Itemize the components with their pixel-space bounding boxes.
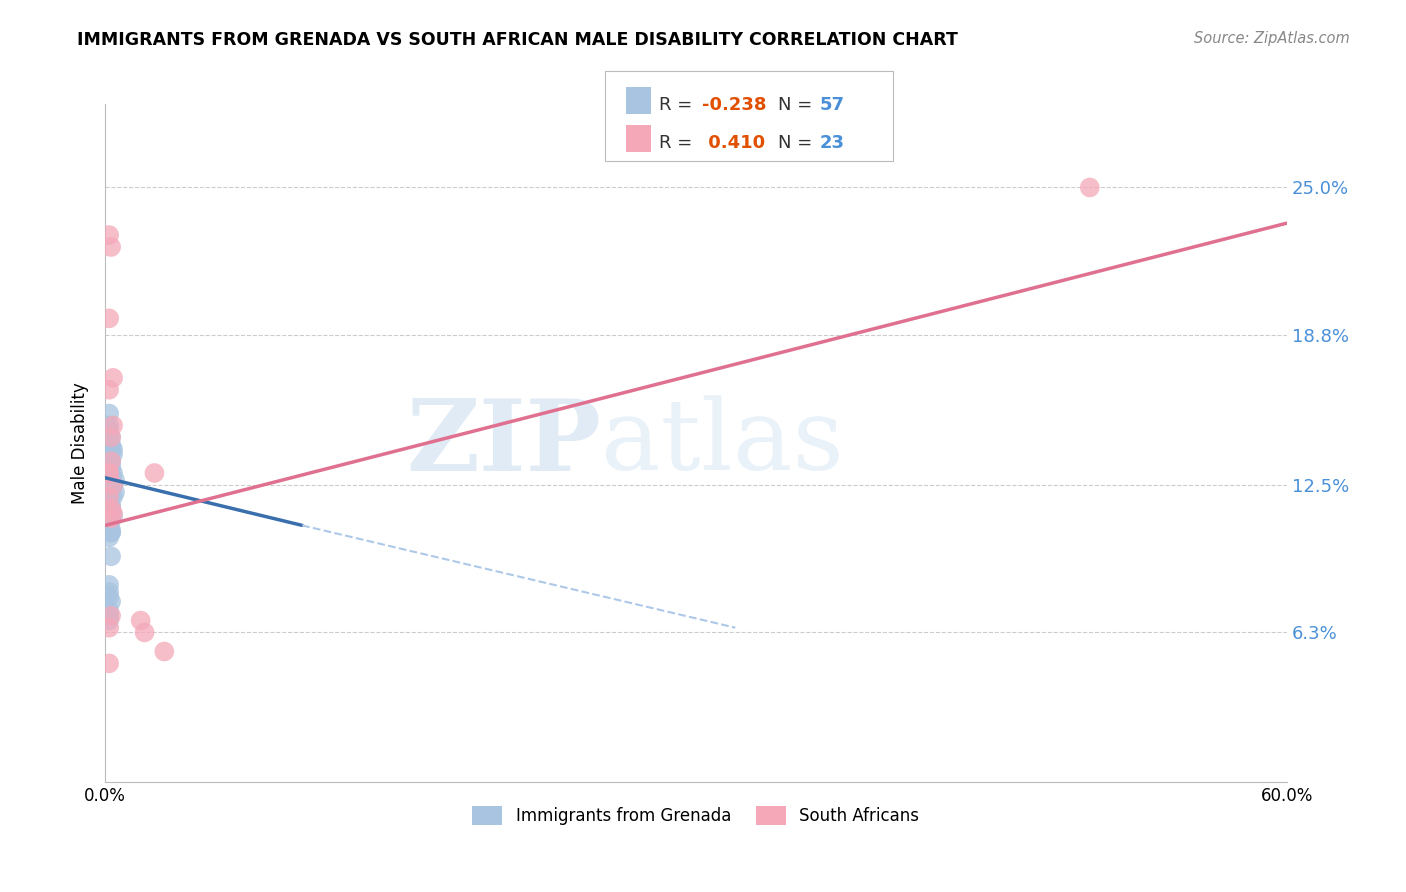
Point — [98, 504, 121, 518]
Point — [100, 240, 122, 254]
Point — [101, 447, 124, 461]
Point — [98, 490, 121, 504]
Point — [101, 478, 124, 492]
Y-axis label: Male Disability: Male Disability — [72, 383, 89, 504]
Point — [98, 621, 121, 635]
Point — [98, 485, 121, 500]
Point — [100, 525, 122, 540]
Point — [100, 594, 122, 608]
Text: -0.238: -0.238 — [702, 96, 766, 114]
Point — [98, 508, 121, 523]
Point — [143, 466, 166, 480]
Point — [98, 614, 121, 628]
Text: Source: ZipAtlas.com: Source: ZipAtlas.com — [1194, 31, 1350, 46]
Point — [98, 514, 121, 528]
Point — [100, 500, 122, 514]
Point — [98, 430, 121, 444]
Point — [98, 518, 121, 533]
Point — [100, 437, 122, 451]
Point — [100, 523, 122, 537]
Point — [98, 608, 121, 623]
Point — [98, 228, 121, 243]
Legend: Immigrants from Grenada, South Africans: Immigrants from Grenada, South Africans — [465, 799, 927, 831]
Point — [100, 430, 122, 444]
Point — [98, 485, 121, 500]
Point — [101, 442, 124, 457]
Point — [98, 518, 121, 533]
Point — [101, 508, 124, 523]
Point — [98, 604, 121, 618]
Point — [101, 466, 124, 480]
Point — [98, 590, 121, 604]
Point — [134, 625, 156, 640]
Point — [100, 430, 122, 444]
Point — [101, 490, 124, 504]
Point — [98, 457, 121, 471]
Text: R =: R = — [659, 134, 699, 152]
Point — [98, 494, 121, 508]
Point — [101, 507, 124, 521]
Point — [98, 480, 121, 494]
Point — [98, 423, 121, 437]
Point — [100, 501, 122, 516]
Point — [98, 471, 121, 485]
Text: N =: N = — [778, 96, 817, 114]
Point — [104, 473, 127, 487]
Point — [101, 371, 124, 385]
Point — [104, 485, 127, 500]
Point — [153, 644, 176, 658]
Point — [100, 525, 122, 540]
Point — [100, 511, 122, 525]
Point — [101, 478, 124, 492]
Text: atlas: atlas — [602, 395, 844, 491]
Point — [98, 475, 121, 490]
Point — [98, 530, 121, 544]
Point — [100, 549, 122, 564]
Point — [129, 614, 152, 628]
Point — [98, 657, 121, 671]
Point — [98, 418, 121, 433]
Point — [101, 418, 124, 433]
Point — [98, 508, 121, 523]
Point — [98, 466, 121, 480]
Point — [98, 490, 121, 504]
Point — [98, 383, 121, 397]
Point — [100, 514, 122, 528]
Point — [98, 504, 121, 518]
Point — [101, 478, 124, 492]
Point — [100, 608, 122, 623]
Text: N =: N = — [778, 134, 817, 152]
Text: ZIP: ZIP — [406, 395, 602, 491]
Point — [98, 494, 121, 508]
Point — [98, 585, 121, 599]
Point — [98, 466, 121, 480]
Point — [98, 490, 121, 504]
Text: 57: 57 — [820, 96, 845, 114]
Point — [100, 457, 122, 471]
Point — [100, 442, 122, 457]
Text: R =: R = — [659, 96, 699, 114]
Point — [98, 466, 121, 480]
Text: 0.410: 0.410 — [702, 134, 765, 152]
Point — [98, 478, 121, 492]
Text: 23: 23 — [820, 134, 845, 152]
Point — [98, 490, 121, 504]
Point — [100, 461, 122, 475]
Point — [100, 471, 122, 485]
Point — [98, 578, 121, 592]
Point — [98, 451, 121, 466]
Point — [100, 501, 122, 516]
Point — [100, 454, 122, 468]
Point — [1078, 180, 1101, 194]
Text: IMMIGRANTS FROM GRENADA VS SOUTH AFRICAN MALE DISABILITY CORRELATION CHART: IMMIGRANTS FROM GRENADA VS SOUTH AFRICAN… — [77, 31, 959, 49]
Point — [98, 407, 121, 421]
Point — [100, 454, 122, 468]
Point — [98, 311, 121, 326]
Point — [100, 500, 122, 514]
